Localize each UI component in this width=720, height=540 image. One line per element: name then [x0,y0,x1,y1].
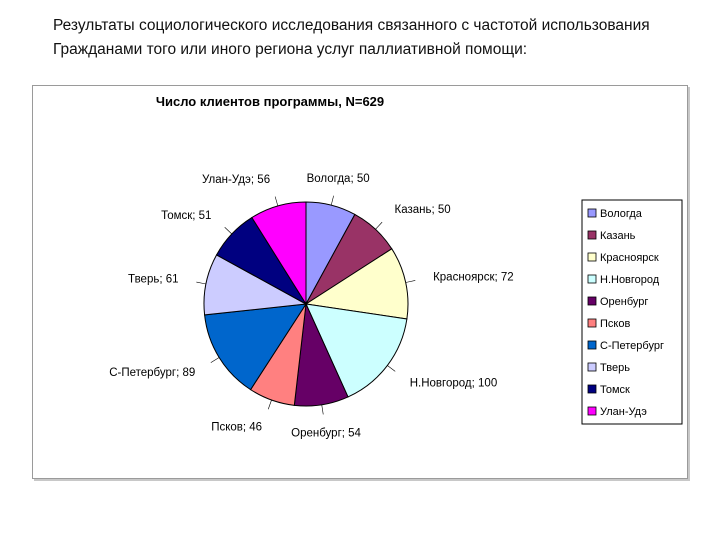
legend-swatch-псков [587,318,597,328]
leader-line-тверь [196,281,207,285]
legend-swatch-томск [587,384,597,394]
data-label-казань: Казань; 50 [395,204,451,216]
data-label-томск: Томск; 51 [161,210,211,222]
legend-label-оренбург: Оренбург [600,296,648,308]
leader-line-оренбург [321,404,324,415]
legend-swatch-улан-удэ [587,406,597,416]
pie-chart: Число клиентов программы, N=629 Вологда;… [109,94,683,439]
data-label-с-петербург: С-Петербург; 89 [109,367,195,379]
legend-label-улан-удэ: Улан-Удэ [600,406,647,418]
pie-data-labels: Вологда; 50 Казань; 50 Красноярск; 72 Н.Нов… [109,173,513,439]
legend-swatch-казань [587,230,597,240]
legend-label-вологда: Вологда [600,208,643,220]
leader-line-вологда [330,195,334,206]
legend-box [581,199,683,425]
slide-title-line-2: Гражданами того или иного региона услуг … [53,41,528,58]
legend-label-красноярск: Красноярск [600,252,659,264]
legend-swatch-тверь [587,362,597,372]
leader-line-томск [224,227,233,235]
pie-slice-с-петербург [204,303,307,391]
data-label-оренбург: Оренбург; 54 [291,427,361,439]
pie-leader-lines [196,195,416,415]
leader-line-казань [375,221,383,230]
legend-label-тверь: Тверь [600,362,630,374]
legend-label-казань: Казань [600,230,636,242]
legend-label-с-петербург: С-Петербург [600,340,664,352]
pie-slice-красноярск [304,248,409,320]
pie-slices [203,201,409,407]
legend-label-н-новгород: Н.Новгород [600,274,660,286]
legend-swatch-н-новгород [587,274,597,284]
pie-slice-улан-удэ [251,201,307,306]
data-label-тверь: Тверь; 61 [128,274,178,286]
chart-title: Число клиентов программы, N=629 [156,94,384,109]
data-label-вологда: Вологда; 50 [307,173,370,185]
legend-swatch-вологда [587,208,597,218]
leader-line-красноярск [405,280,416,283]
slide-title-line-1: Результаты социологического исследования… [53,17,650,34]
legend-swatch-красноярск [587,252,597,262]
legend-label-томск: Томск [600,384,630,396]
data-label-улан-удэ: Улан-Удэ; 56 [202,174,270,186]
legend-swatch-оренбург [587,296,597,306]
data-label-псков: Псков; 46 [211,421,262,433]
leader-line-псков [267,399,272,410]
leader-line-улан-удэ [274,196,279,207]
slide-title: Результаты социологического исследования… [53,14,713,62]
chart-frame: Число клиентов программы, N=629 Вологда;… [32,85,688,479]
pie-slice-н-новгород [305,303,408,398]
data-label-красноярск: Красноярск; 72 [433,272,514,284]
legend-swatch-с-петербург [587,340,597,350]
leader-line-н-новгород [387,365,396,372]
chart-legend: Вологда Казань Красноярск Н.Новгород Оренбур… [581,199,683,425]
legend-label-псков: Псков [600,318,630,330]
leader-line-с-петербург [210,357,220,363]
data-label-н-новгород: Н.Новгород; 100 [410,377,497,389]
